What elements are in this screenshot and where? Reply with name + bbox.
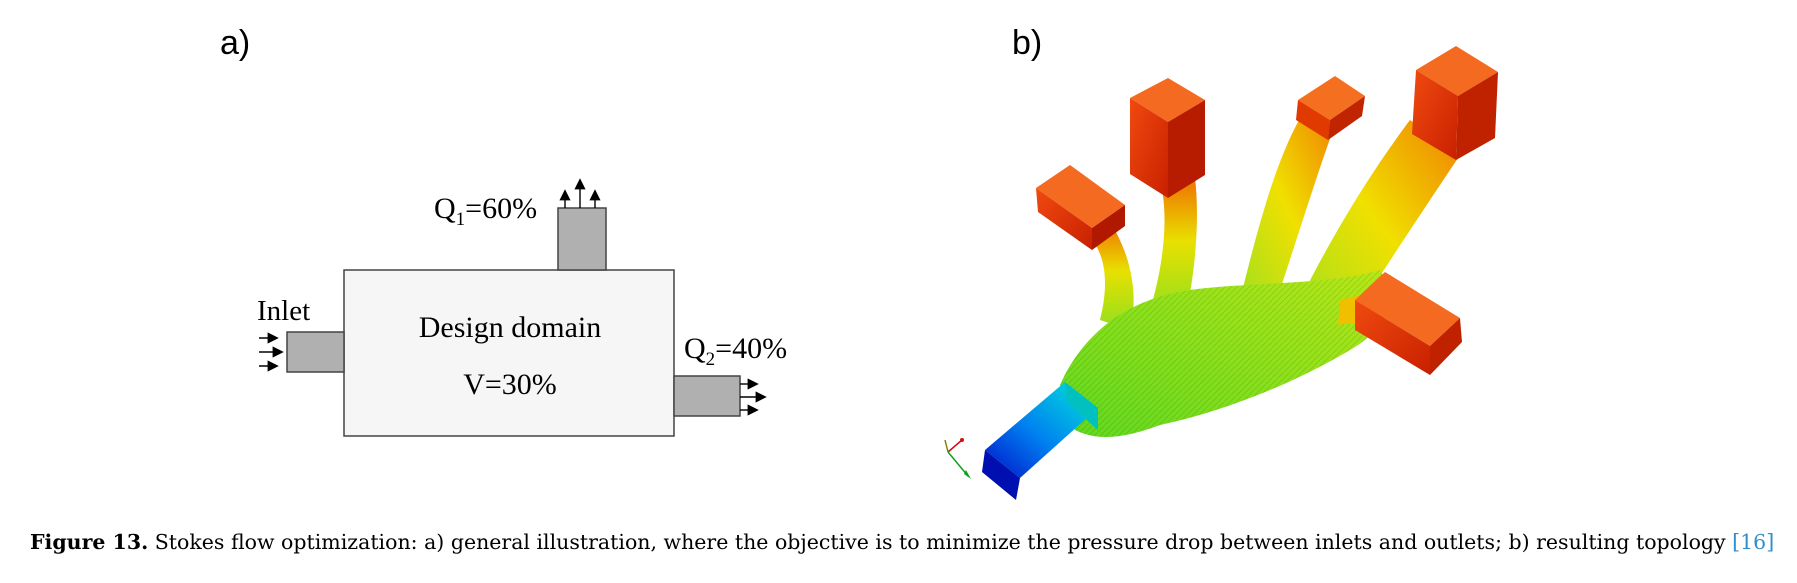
caption-reference-link[interactable]: [16] xyxy=(1732,530,1775,554)
design-domain-box xyxy=(343,269,675,437)
topology-branches xyxy=(1085,110,1460,330)
caption-label: Figure 13. xyxy=(30,530,149,554)
outlet-box-1 xyxy=(1036,165,1125,250)
q2-label: Q2=40% xyxy=(684,332,787,370)
caption-text: Stokes flow optimization: a) general ill… xyxy=(148,530,1733,554)
outlet-box-3 xyxy=(1296,76,1365,140)
q1-label: Q1=60% xyxy=(434,192,537,230)
inlet-label: Inlet xyxy=(257,295,310,327)
domain-title: Design domain xyxy=(419,311,601,344)
outlet-q2-arrows xyxy=(740,378,767,416)
panel-label-b: b) xyxy=(1012,24,1043,62)
outlet-box-5 xyxy=(1355,272,1462,375)
inlet-arrows xyxy=(259,332,284,372)
outlet-box-2 xyxy=(1130,78,1205,198)
outlet-q1-pipe xyxy=(557,207,607,271)
axis-triad-icon xyxy=(944,438,971,479)
outlet-box-4 xyxy=(1412,46,1498,160)
outlet-q2-pipe xyxy=(673,375,741,417)
outlet-q1-arrows xyxy=(559,178,601,208)
panel-label-a: a) xyxy=(220,24,251,62)
volume-fraction-label: V=30% xyxy=(463,368,557,401)
figure-caption: Figure 13. Stokes flow optimization: a) … xyxy=(30,530,1780,554)
inlet-pipe xyxy=(286,331,345,373)
topology-inlet-duct xyxy=(982,382,1098,500)
